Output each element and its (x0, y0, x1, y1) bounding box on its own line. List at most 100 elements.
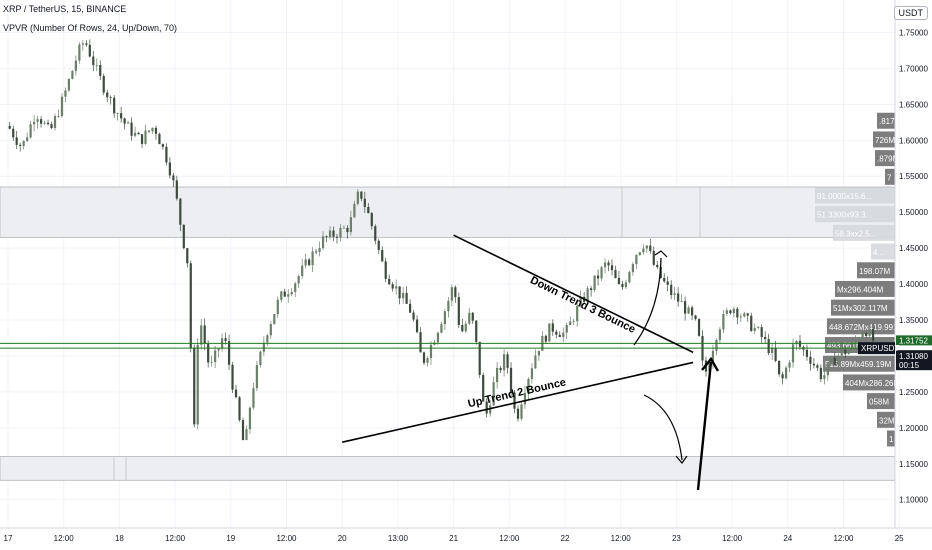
indicator-text: VPVR (Number Of Rows, 24, Up/Down, 70) (3, 23, 178, 33)
candle-body (680, 301, 683, 302)
candle-body (649, 245, 652, 251)
volume-label: 058M (869, 398, 889, 407)
arrowhead-down (675, 455, 688, 464)
candle-body (617, 278, 621, 284)
candle-body (71, 70, 74, 80)
candle-body (106, 92, 109, 98)
candle-body (328, 230, 332, 238)
candle-body (123, 118, 126, 124)
volume-bar (827, 318, 895, 335)
volume-bar (885, 168, 895, 185)
volume-label: 404Mx286.26M (845, 379, 900, 388)
candle-body (381, 249, 384, 262)
breakdown-down-arrow[interactable] (643, 394, 683, 461)
candle-body (426, 358, 429, 363)
candle-body (576, 305, 579, 322)
candle-body (436, 332, 440, 343)
x-tick-label: 24 (783, 534, 792, 543)
candle-body (478, 341, 481, 375)
candle-body (259, 351, 262, 366)
candle-body (363, 198, 366, 207)
volume-label: 515.89Mx459.19M (825, 360, 892, 369)
candle-body (144, 130, 147, 144)
candle-body (548, 323, 551, 342)
candle-body (565, 324, 568, 333)
candle-body (283, 291, 286, 297)
candle-body (415, 319, 419, 333)
zones (0, 186, 896, 481)
candle-body (833, 357, 836, 365)
candle-body (332, 230, 335, 237)
candle-body (81, 43, 84, 45)
candle-body (395, 286, 398, 289)
x-tick-label: 22 (561, 534, 570, 543)
candle-body (687, 307, 690, 314)
candle-body (196, 344, 199, 425)
candle-body (656, 264, 659, 268)
indicator-legend[interactable]: VPVR (Number Of Rows, 24, Up/Down, 70) (3, 23, 177, 33)
candle-body (652, 250, 655, 265)
candle-body (388, 278, 391, 285)
volume-label: 01.0000x15.6... (817, 192, 872, 201)
candle-body (590, 288, 593, 291)
candle-body (854, 340, 857, 343)
candle-body (179, 198, 182, 225)
price-badge-text: 1.31080 (899, 352, 928, 361)
trendline[interactable] (453, 234, 694, 354)
candle-body (516, 408, 520, 419)
horizontal-levels (0, 342, 895, 349)
candle-body (321, 236, 325, 249)
candle-body (502, 354, 506, 371)
candle-body (273, 314, 276, 325)
volume-label: 4... (873, 248, 884, 257)
bounce-up-arrow[interactable] (696, 361, 713, 491)
candle-body (231, 364, 234, 390)
breakout-up-arrow[interactable] (633, 257, 662, 346)
candle-body (812, 363, 816, 366)
candle-body (377, 240, 380, 250)
support-zone (0, 456, 896, 481)
currency-unit-button[interactable]: USDT (893, 6, 928, 20)
candle-body (464, 323, 467, 332)
candle-body (74, 60, 77, 71)
candle-body (419, 332, 422, 353)
candle-body (764, 336, 767, 340)
volume-bar (843, 374, 895, 391)
candle-body (750, 315, 753, 331)
candle-body (140, 134, 144, 144)
trendline-label: Up Trend 2 Bounce (467, 376, 567, 410)
candle-body (513, 392, 516, 409)
candle-body (238, 397, 241, 421)
candle-body (690, 307, 694, 316)
volume-bar (877, 112, 895, 129)
volume-label: 51Mx302.117M (833, 304, 888, 313)
candle-body (739, 316, 742, 318)
candle-body (193, 348, 196, 425)
y-tick-label: 1.70000 (899, 64, 928, 73)
candle-body (523, 392, 527, 405)
candle-body (621, 283, 624, 288)
candle-body (461, 324, 464, 332)
candle-body (339, 227, 342, 238)
candle-body (186, 248, 189, 264)
candle-body (405, 292, 408, 304)
candle-body (537, 350, 540, 356)
candle-body (781, 374, 784, 379)
x-tick-label: 12:00 (611, 534, 632, 543)
candle-body (642, 248, 645, 253)
candle-body (182, 224, 185, 249)
candle-body (830, 357, 833, 364)
candle-body (252, 388, 255, 408)
x-tick-label: 12:00 (165, 534, 186, 543)
candle-body (158, 133, 161, 145)
volume-bar (873, 131, 895, 148)
candle-body (725, 310, 728, 314)
candle-body (468, 312, 471, 324)
trendline[interactable] (342, 361, 694, 443)
volume-bar (833, 224, 895, 241)
candle-body (631, 264, 634, 273)
candle-body (534, 355, 537, 369)
